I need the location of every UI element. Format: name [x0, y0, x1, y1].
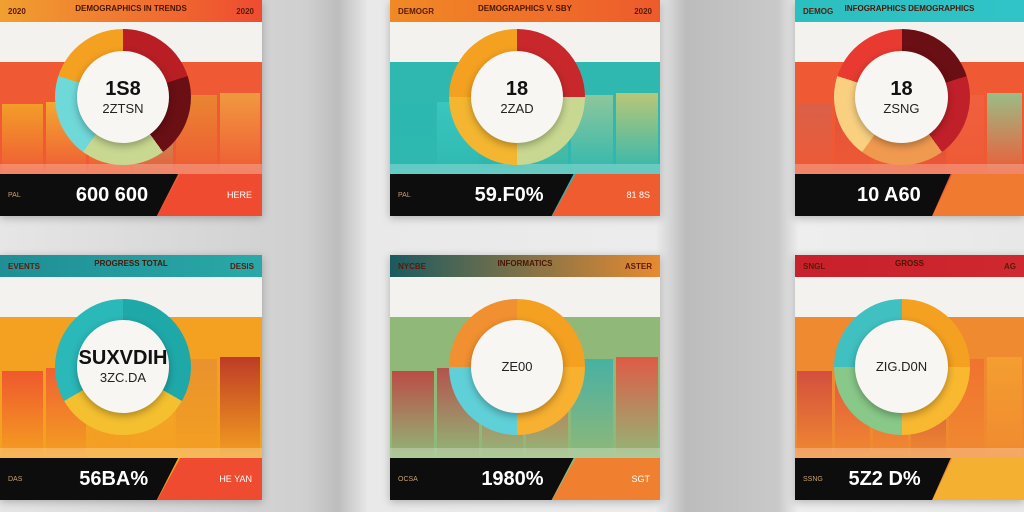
header-right-label: ASTER [624, 261, 652, 271]
bar [797, 104, 832, 174]
donut-main-value: SUXVDIH [78, 347, 168, 370]
donut-main-value: 1S8 [105, 77, 141, 100]
panel-header: NYCBE ASTER [390, 255, 660, 277]
header-right-label: 2020 [634, 6, 652, 16]
header-left-label: NYCBE [398, 261, 427, 271]
axis-labels [0, 448, 262, 458]
axis-labels [795, 448, 1024, 458]
header-left-label: DEMOG [803, 6, 834, 16]
header-title: DEMOGRAPHICS V. SBY [478, 4, 572, 13]
footer-value: 56BA% [79, 467, 149, 490]
axis-labels [795, 164, 1024, 174]
donut-main-value: 18 [505, 77, 529, 100]
bar [616, 92, 658, 174]
footer-label: PAL [8, 191, 21, 199]
footer-value: 10 A60 [856, 183, 921, 206]
corner-text: HE YAN [219, 474, 252, 484]
header-left-label: SNGL [803, 261, 826, 271]
header-title: GROSS [895, 259, 924, 268]
footer-label: OCSA [398, 475, 418, 483]
donut-center: ZIG.D0N [855, 320, 948, 413]
bar [987, 356, 1022, 458]
footer-corner: SGT [552, 458, 660, 500]
panel-header: EVENTS DESIS [0, 255, 262, 277]
donut-center: 18 2ZAD [470, 50, 564, 144]
donut-sub-value: 3ZC.DA [99, 370, 147, 386]
header-left-label: DEMOGR [398, 6, 434, 16]
panel-header: DEMOG [795, 0, 1024, 22]
dashboard-panel: 2020 2020 DEMOGRAPHICS IN TRENDS 1S8 2ZTSN HE… [0, 0, 262, 216]
footer-value: 59.F0% [474, 183, 544, 206]
header-title: DEMOGRAPHICS IN TRENDS [75, 4, 187, 13]
corner-text: SGT [631, 474, 650, 484]
header-title: INFORMATICS [497, 259, 553, 268]
bar [2, 104, 43, 174]
donut-sub-value: ZIG.D0N [875, 358, 928, 374]
header-right-label: AG [1004, 261, 1016, 271]
header-right-label: 2020 [236, 6, 254, 16]
dashboard-panel: EVENTS DESIS PROGRESS TOTAL SUXVDIH 3ZC.DA HE… [0, 255, 262, 500]
footer-bar: DAS 56BA% [0, 458, 179, 500]
dashboard-panel: SNGL AG GROSS ZIG.D0N SSNG 5Z2 D% [795, 255, 1024, 500]
donut-center: 1S8 2ZTSN [76, 50, 170, 144]
footer-value: 600 600 [75, 183, 149, 206]
axis-labels [390, 164, 660, 174]
panel-header: 2020 2020 [0, 0, 262, 22]
footer-bar: PAL 600 600 [0, 174, 179, 216]
donut-sub-value: 2ZTSN [102, 100, 144, 116]
header-left-label: EVENTS [8, 261, 41, 271]
footer-bar: OCSA 1980% [390, 458, 574, 500]
donut-center: SUXVDIH 3ZC.DA [76, 320, 170, 413]
bar [392, 371, 434, 458]
panel-header: SNGL AG [795, 255, 1024, 277]
corner-text: HERE [226, 190, 252, 200]
donut-center: 18 ZSNG [855, 50, 948, 144]
donut-main-value: 18 [890, 77, 913, 100]
dashboard-panel: DEMOG INFOGRAPHICS DEMOGRAPHICS 18 ZSNG 10 A… [795, 0, 1024, 216]
dashboard-panel: NYCBE ASTER INFORMATICS ZE00 SGT OCSA 1980% [390, 255, 660, 500]
header-left-label: 2020 [8, 6, 26, 16]
footer-bar: PAL 59.F0% [390, 174, 574, 216]
footer-bar: SSNG 5Z2 D% [795, 458, 951, 500]
donut-sub-value: ZE00 [501, 358, 533, 374]
header-title: PROGRESS TOTAL [94, 259, 168, 268]
axis-labels [390, 448, 660, 458]
bar [219, 92, 260, 174]
bar [2, 371, 43, 458]
panel-header: DEMOGR 2020 [390, 0, 660, 22]
bar [219, 356, 260, 458]
footer-label: SSNG [803, 475, 823, 483]
donut-center: ZE00 [470, 320, 564, 413]
corner-text: 81 8S [626, 190, 650, 200]
header-right-label: DESIS [229, 261, 254, 271]
footer-value: 5Z2 D% [848, 467, 921, 490]
donut-sub-value: ZSNG [883, 100, 920, 116]
axis-labels [0, 164, 262, 174]
footer-label: DAS [8, 475, 23, 483]
bar [987, 92, 1022, 174]
footer-label: PAL [398, 191, 411, 199]
footer-bar: 10 A60 [795, 174, 951, 216]
bar [797, 371, 832, 458]
bar [392, 104, 434, 174]
donut-sub-value: 2ZAD [500, 100, 534, 116]
bar [616, 356, 658, 458]
footer-value: 1980% [481, 467, 544, 490]
header-title: INFOGRAPHICS DEMOGRAPHICS [844, 4, 975, 13]
dashboard-panel: DEMOGR 2020 DEMOGRAPHICS V. SBY 18 2ZAD 81 8S… [390, 0, 660, 216]
